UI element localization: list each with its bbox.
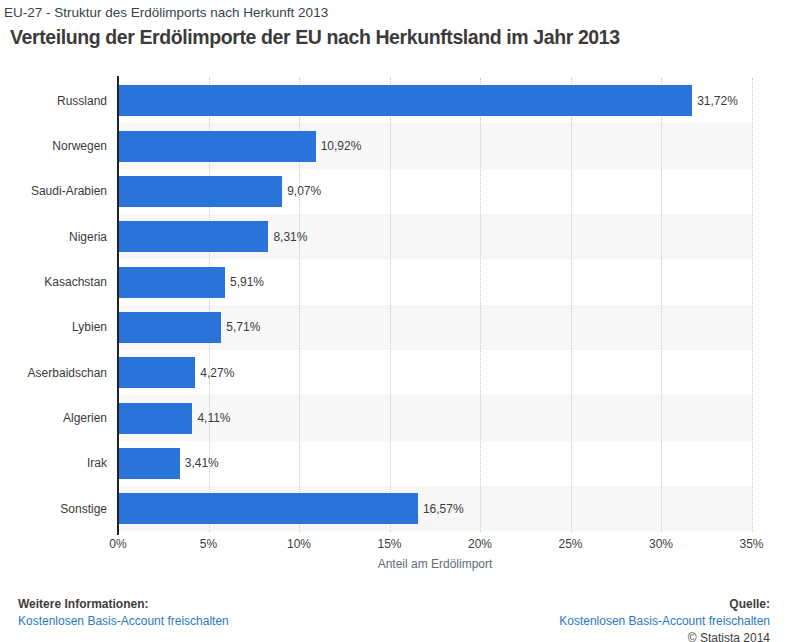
gridline	[752, 78, 753, 532]
gridline	[661, 78, 662, 532]
footer-more-info-link[interactable]: Kostenlosen Basis-Account freischalten	[18, 614, 229, 628]
bar	[118, 357, 195, 388]
x-tick-label: 10%	[287, 537, 311, 551]
bar	[118, 131, 316, 162]
bar	[118, 403, 192, 434]
gridline	[480, 78, 481, 532]
bar	[118, 312, 221, 343]
value-label: 10,92%	[321, 123, 362, 168]
footer-source-label: Quelle:	[559, 597, 770, 611]
footer-more-info: Weitere Informationen: Kostenlosen Basis…	[18, 597, 229, 628]
x-tick-label: 25%	[558, 537, 582, 551]
x-tick-label: 30%	[649, 537, 673, 551]
value-label: 4,27%	[200, 350, 234, 395]
value-label: 5,91%	[230, 259, 264, 304]
category-label: Algerien	[0, 395, 107, 440]
value-label: 5,71%	[226, 305, 260, 350]
category-label: Lybien	[0, 305, 107, 350]
footer-source: Quelle: Kostenlosen Basis-Account freisc…	[559, 597, 770, 642]
bar	[118, 267, 225, 298]
value-label: 4,11%	[197, 395, 230, 440]
footer-source-link[interactable]: Kostenlosen Basis-Account freischalten	[559, 614, 770, 628]
x-tick-label: 15%	[377, 537, 401, 551]
x-axis-title: Anteil am Erdölimport	[118, 557, 752, 571]
category-label: Irak	[0, 441, 107, 486]
x-tick-label: 20%	[468, 537, 492, 551]
category-label: Kasachstan	[0, 259, 107, 304]
x-tick-label: 0%	[109, 537, 126, 551]
value-label: 16,57%	[423, 486, 464, 531]
gridline	[571, 78, 572, 532]
x-tick-label: 35%	[739, 537, 763, 551]
category-label: Saudi-Arabien	[0, 169, 107, 214]
category-label: Sonstige	[0, 486, 107, 531]
value-label: 31,72%	[697, 78, 738, 123]
gridline	[390, 78, 391, 532]
category-label: Aserbaidschan	[0, 350, 107, 395]
category-label: Norwegen	[0, 123, 107, 168]
value-label: 9,07%	[287, 169, 321, 214]
bar	[118, 85, 692, 116]
category-label: Russland	[0, 78, 107, 123]
bar	[118, 221, 268, 252]
category-label: Nigeria	[0, 214, 107, 259]
bar	[118, 176, 282, 207]
chart-area: Russland 31,72% Norwegen 10,92% Saudi-Arabie…	[0, 0, 787, 642]
value-label: 8,31%	[273, 214, 307, 259]
footer-more-info-label: Weitere Informationen:	[18, 597, 229, 611]
bar	[118, 493, 418, 524]
value-label: 3,41%	[185, 441, 219, 486]
y-axis-line	[117, 76, 119, 535]
copyright: © Statista 2014	[559, 631, 770, 642]
bar	[118, 448, 180, 479]
x-tick-label: 5%	[200, 537, 217, 551]
